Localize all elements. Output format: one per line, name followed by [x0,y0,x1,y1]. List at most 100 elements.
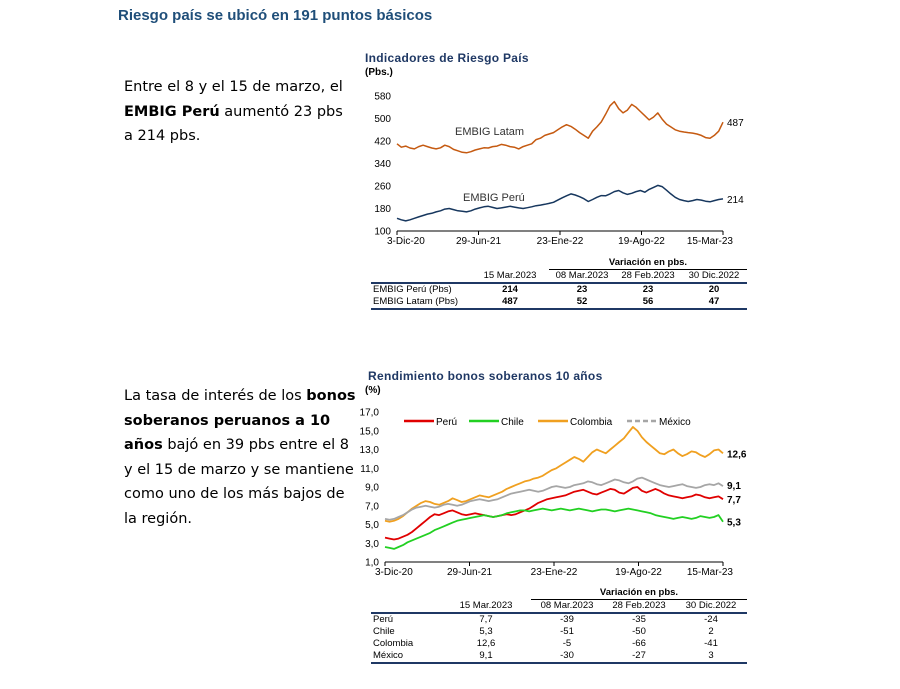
table1-cell: 23 [576,284,588,295]
chart-bonos-soberanos: 1,0 3,0 5,0 7,0 9,0 11,0 13,0 15,0 17,0 3-Dic-20 2… [360,408,747,579]
paragraph-bonds-bold: bonos soberanos peruanos a 10 años [124,388,356,453]
table2-col-header: 08 Mar.2023 [540,600,594,611]
series-end-label: 9,1 [727,481,741,492]
table2-row-label: México [373,650,404,661]
paragraph-bonds-pre: La tasa de interés de los [124,388,302,404]
paragraph-bonds-post: bajó en 39 pbs entre el 8 y el 15 de mar… [124,437,354,527]
series-end-label: 5,3 [727,518,741,529]
paragraph-embig-post: aumentó 23 pbs a 214 pbs. [124,103,343,145]
table2-col-header: 15 Mar.2023 [459,599,513,611]
table2-cell: -24 [704,614,718,625]
table1-cell: 47 [708,296,720,307]
table2-cell: 2 [708,626,714,637]
table2-cell: -51 [560,626,574,637]
x-tick-label: 15-Mar-23 [687,236,734,247]
series-line-0 [384,486,724,541]
chart1-unit: (Pbs.) [365,67,393,78]
table-row: EMBIG Latam (Pbs) 487 52 56 47 [371,296,747,309]
series-line-1 [396,184,724,222]
x-tick-label: 3-Dic-20 [375,567,413,578]
table-bonos-soberanos: Variación en pbs. 15 Mar.2023 08 Mar.202… [371,587,747,664]
chart2-unit: (%) [365,385,381,396]
y-tick-label: 15,0 [360,426,380,437]
table1-col-header: 30 Dic.2022 [688,270,740,281]
table2-cell: -30 [560,650,574,661]
table-riesgo-pais: Variación en pbs. 15 Mar.2023 08 Mar.202… [371,257,747,310]
table2-cell: 5,3 [479,626,493,637]
x-tick-label: 23-Ene-22 [531,567,578,578]
x-tick-label: 29-Jun-21 [456,236,501,247]
chart1-title: Indicadores de Riesgo País [365,51,529,65]
table2-cell: -5 [562,638,572,649]
chart-riesgo-pais: 100 180 260 340 420 500 580 3-Dic-20 29-Jun-21 23… [374,92,744,248]
series-end-label: 7,7 [727,495,741,506]
legend-label: Chile [501,417,524,428]
series-end-label: 12,6 [727,449,747,460]
table-row: EMBIG Perú (Pbs) 214 23 23 20 [371,283,747,296]
x-tick-label: 19-Ago-22 [615,567,662,578]
table2-cell: 3 [708,650,714,661]
table2-cell: -50 [632,626,646,637]
series-end-label: 487 [727,118,744,129]
series-line-0 [396,100,724,154]
x-tick-label: 29-Jun-21 [447,567,492,578]
y-tick-label: 11,0 [360,464,379,475]
paragraph-embig-pre: Entre el 8 y el 15 de marzo, el [124,79,343,95]
table2-cell: -66 [632,638,646,649]
table-row: Chile 5,3 -51 -50 2 [371,626,747,638]
table2-cell: 7,7 [479,614,493,625]
table-row: Colombia 12,6 -5 -66 -41 [371,638,747,650]
x-tick-label: 3-Dic-20 [387,236,425,247]
section-title: Riesgo país se ubicó en 191 puntos básic… [118,7,433,24]
x-tick-label: 23-Ene-22 [537,236,584,247]
table1-col-header: 28 Feb.2023 [621,270,675,281]
table1-cell: 214 [502,284,518,295]
table1-row-label: EMBIG Latam (Pbs) [373,296,458,307]
series-end-label: 214 [727,195,744,206]
y-tick-label: 340 [374,159,391,170]
table2-cell: -41 [704,638,718,649]
x-tick-label: 19-Ago-22 [618,236,665,247]
table-riesgo-pais-grid: Variación en pbs. 15 Mar.2023 08 Mar.202… [371,257,747,310]
y-tick-label: 420 [374,137,391,148]
table1-cell: 20 [708,284,720,295]
series-line-2 [384,426,724,523]
series-label-embig-peru: EMBIG Perú [463,192,525,204]
table2-cell: 9,1 [479,650,493,661]
series-line-3 [384,476,724,521]
table2-cell: -35 [632,614,646,625]
chart2-title: Rendimiento bonos soberanos 10 años [368,369,603,383]
legend-label: Perú [436,417,457,428]
table-row: México 9,1 -30 -27 3 [371,650,747,663]
series-label-embig-latam: EMBIG Latam [455,126,524,138]
table1-col-header: 08 Mar.2023 [555,270,609,281]
table2-variation-header: Variación en pbs. [531,587,747,600]
table2-cell: -27 [632,650,646,661]
y-tick-label: 9,0 [365,483,379,494]
table1-cell: 56 [642,296,654,307]
y-tick-label: 3,0 [365,539,379,550]
table1-col-header: 15 Mar.2023 [483,269,537,281]
y-tick-label: 260 [374,182,391,193]
table2-row-label: Chile [373,626,395,637]
table1-cell: 52 [576,296,588,307]
table2-col-header: 30 Dic.2022 [685,600,737,611]
table-bonos-grid: Variación en pbs. 15 Mar.2023 08 Mar.202… [371,587,747,664]
y-tick-label: 500 [374,114,391,125]
paragraph-embig-bold: EMBIG Perú [124,103,220,120]
table2-row-label: Perú [373,614,394,625]
table2-cell: -39 [560,614,574,625]
table2-cell: 12,6 [476,638,496,649]
table1-variation-header: Variación en pbs. [549,257,747,270]
legend-label: México [659,417,691,428]
series-line-1 [384,507,724,550]
table2-col-header: 28 Feb.2023 [612,600,666,611]
y-tick-label: 17,0 [360,408,380,419]
table1-cell: 487 [502,296,518,307]
legend-label: Colombia [570,417,613,428]
y-tick-label: 13,0 [360,445,380,456]
table1-row-label: EMBIG Perú (Pbs) [373,284,452,295]
y-tick-label: 7,0 [365,501,379,512]
y-tick-label: 5,0 [365,520,379,531]
y-tick-label: 100 [374,227,391,238]
